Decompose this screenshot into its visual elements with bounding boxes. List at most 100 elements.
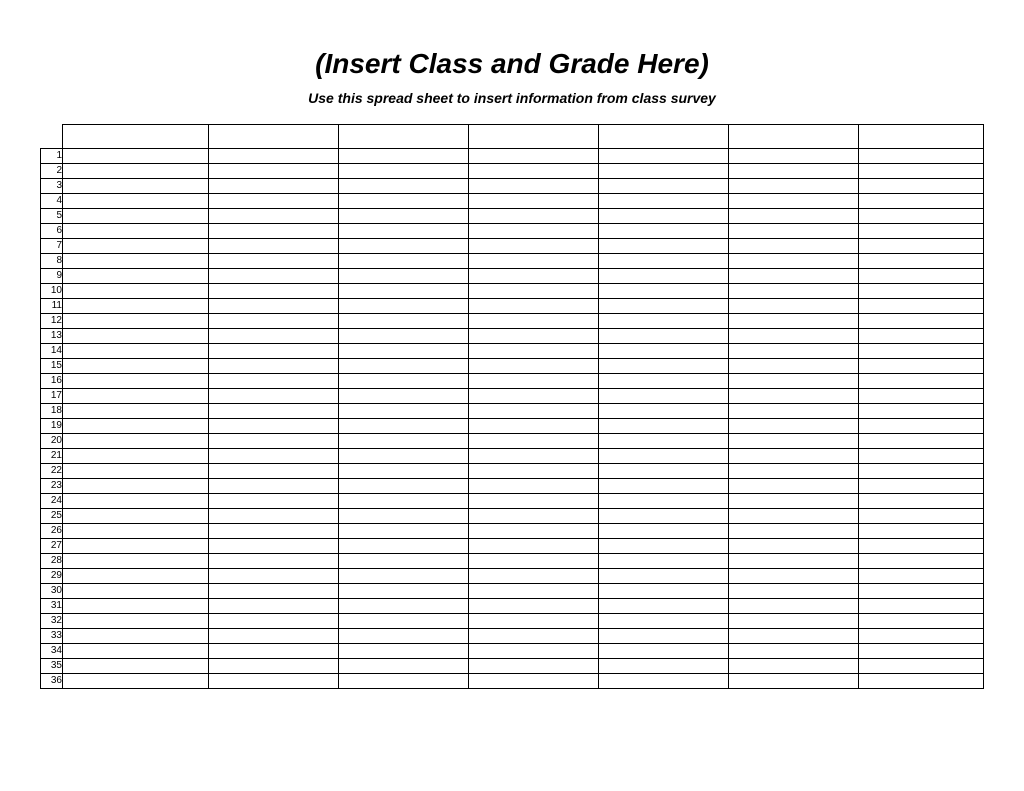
data-cell[interactable] [339, 479, 469, 494]
data-cell[interactable] [469, 389, 599, 404]
data-cell[interactable] [729, 599, 859, 614]
data-cell[interactable] [339, 404, 469, 419]
data-cell[interactable] [729, 164, 859, 179]
data-cell[interactable] [339, 629, 469, 644]
data-cell[interactable] [209, 434, 339, 449]
data-cell[interactable] [729, 374, 859, 389]
data-cell[interactable] [859, 254, 984, 269]
data-cell[interactable] [209, 674, 339, 689]
data-cell[interactable] [599, 509, 729, 524]
data-cell[interactable] [339, 494, 469, 509]
data-cell[interactable] [599, 164, 729, 179]
data-cell[interactable] [729, 554, 859, 569]
data-cell[interactable] [599, 614, 729, 629]
data-cell[interactable] [209, 194, 339, 209]
data-cell[interactable] [729, 464, 859, 479]
data-cell[interactable] [729, 659, 859, 674]
data-cell[interactable] [209, 509, 339, 524]
data-cell[interactable] [63, 494, 209, 509]
data-cell[interactable] [339, 539, 469, 554]
data-cell[interactable] [469, 239, 599, 254]
data-cell[interactable] [599, 314, 729, 329]
data-cell[interactable] [339, 164, 469, 179]
data-cell[interactable] [469, 464, 599, 479]
data-cell[interactable] [599, 239, 729, 254]
column-header[interactable] [859, 125, 984, 149]
data-cell[interactable] [209, 314, 339, 329]
data-cell[interactable] [63, 314, 209, 329]
data-cell[interactable] [339, 329, 469, 344]
column-header[interactable] [469, 125, 599, 149]
data-cell[interactable] [469, 509, 599, 524]
data-cell[interactable] [859, 149, 984, 164]
data-cell[interactable] [339, 464, 469, 479]
data-cell[interactable] [469, 179, 599, 194]
data-cell[interactable] [859, 164, 984, 179]
data-cell[interactable] [339, 149, 469, 164]
data-cell[interactable] [859, 224, 984, 239]
data-cell[interactable] [63, 389, 209, 404]
data-cell[interactable] [469, 419, 599, 434]
data-cell[interactable] [859, 209, 984, 224]
data-cell[interactable] [209, 149, 339, 164]
data-cell[interactable] [599, 194, 729, 209]
data-cell[interactable] [63, 629, 209, 644]
data-cell[interactable] [339, 644, 469, 659]
data-cell[interactable] [729, 584, 859, 599]
data-cell[interactable] [339, 254, 469, 269]
data-cell[interactable] [469, 629, 599, 644]
data-cell[interactable] [63, 374, 209, 389]
data-cell[interactable] [209, 224, 339, 239]
data-cell[interactable] [729, 509, 859, 524]
data-cell[interactable] [209, 479, 339, 494]
data-cell[interactable] [339, 224, 469, 239]
data-cell[interactable] [859, 674, 984, 689]
data-cell[interactable] [339, 374, 469, 389]
data-cell[interactable] [729, 329, 859, 344]
data-cell[interactable] [469, 209, 599, 224]
data-cell[interactable] [859, 284, 984, 299]
data-cell[interactable] [469, 299, 599, 314]
data-cell[interactable] [599, 224, 729, 239]
data-cell[interactable] [859, 584, 984, 599]
data-cell[interactable] [859, 509, 984, 524]
data-cell[interactable] [339, 344, 469, 359]
data-cell[interactable] [599, 299, 729, 314]
data-cell[interactable] [469, 449, 599, 464]
data-cell[interactable] [729, 149, 859, 164]
data-cell[interactable] [63, 224, 209, 239]
data-cell[interactable] [859, 599, 984, 614]
data-cell[interactable] [469, 374, 599, 389]
data-cell[interactable] [339, 284, 469, 299]
data-cell[interactable] [339, 614, 469, 629]
data-cell[interactable] [859, 389, 984, 404]
data-cell[interactable] [599, 344, 729, 359]
data-cell[interactable] [63, 164, 209, 179]
data-cell[interactable] [859, 359, 984, 374]
data-cell[interactable] [209, 464, 339, 479]
data-cell[interactable] [469, 674, 599, 689]
data-cell[interactable] [469, 269, 599, 284]
data-cell[interactable] [209, 569, 339, 584]
data-cell[interactable] [729, 479, 859, 494]
data-cell[interactable] [339, 194, 469, 209]
data-cell[interactable] [63, 614, 209, 629]
data-cell[interactable] [339, 209, 469, 224]
data-cell[interactable] [63, 239, 209, 254]
data-cell[interactable] [729, 674, 859, 689]
data-cell[interactable] [729, 269, 859, 284]
data-cell[interactable] [729, 569, 859, 584]
data-cell[interactable] [209, 629, 339, 644]
data-cell[interactable] [209, 389, 339, 404]
data-cell[interactable] [859, 554, 984, 569]
data-cell[interactable] [63, 179, 209, 194]
data-cell[interactable] [209, 344, 339, 359]
data-cell[interactable] [209, 299, 339, 314]
data-cell[interactable] [209, 374, 339, 389]
data-cell[interactable] [63, 524, 209, 539]
data-cell[interactable] [339, 674, 469, 689]
data-cell[interactable] [859, 539, 984, 554]
data-cell[interactable] [859, 299, 984, 314]
data-cell[interactable] [599, 494, 729, 509]
data-cell[interactable] [63, 659, 209, 674]
